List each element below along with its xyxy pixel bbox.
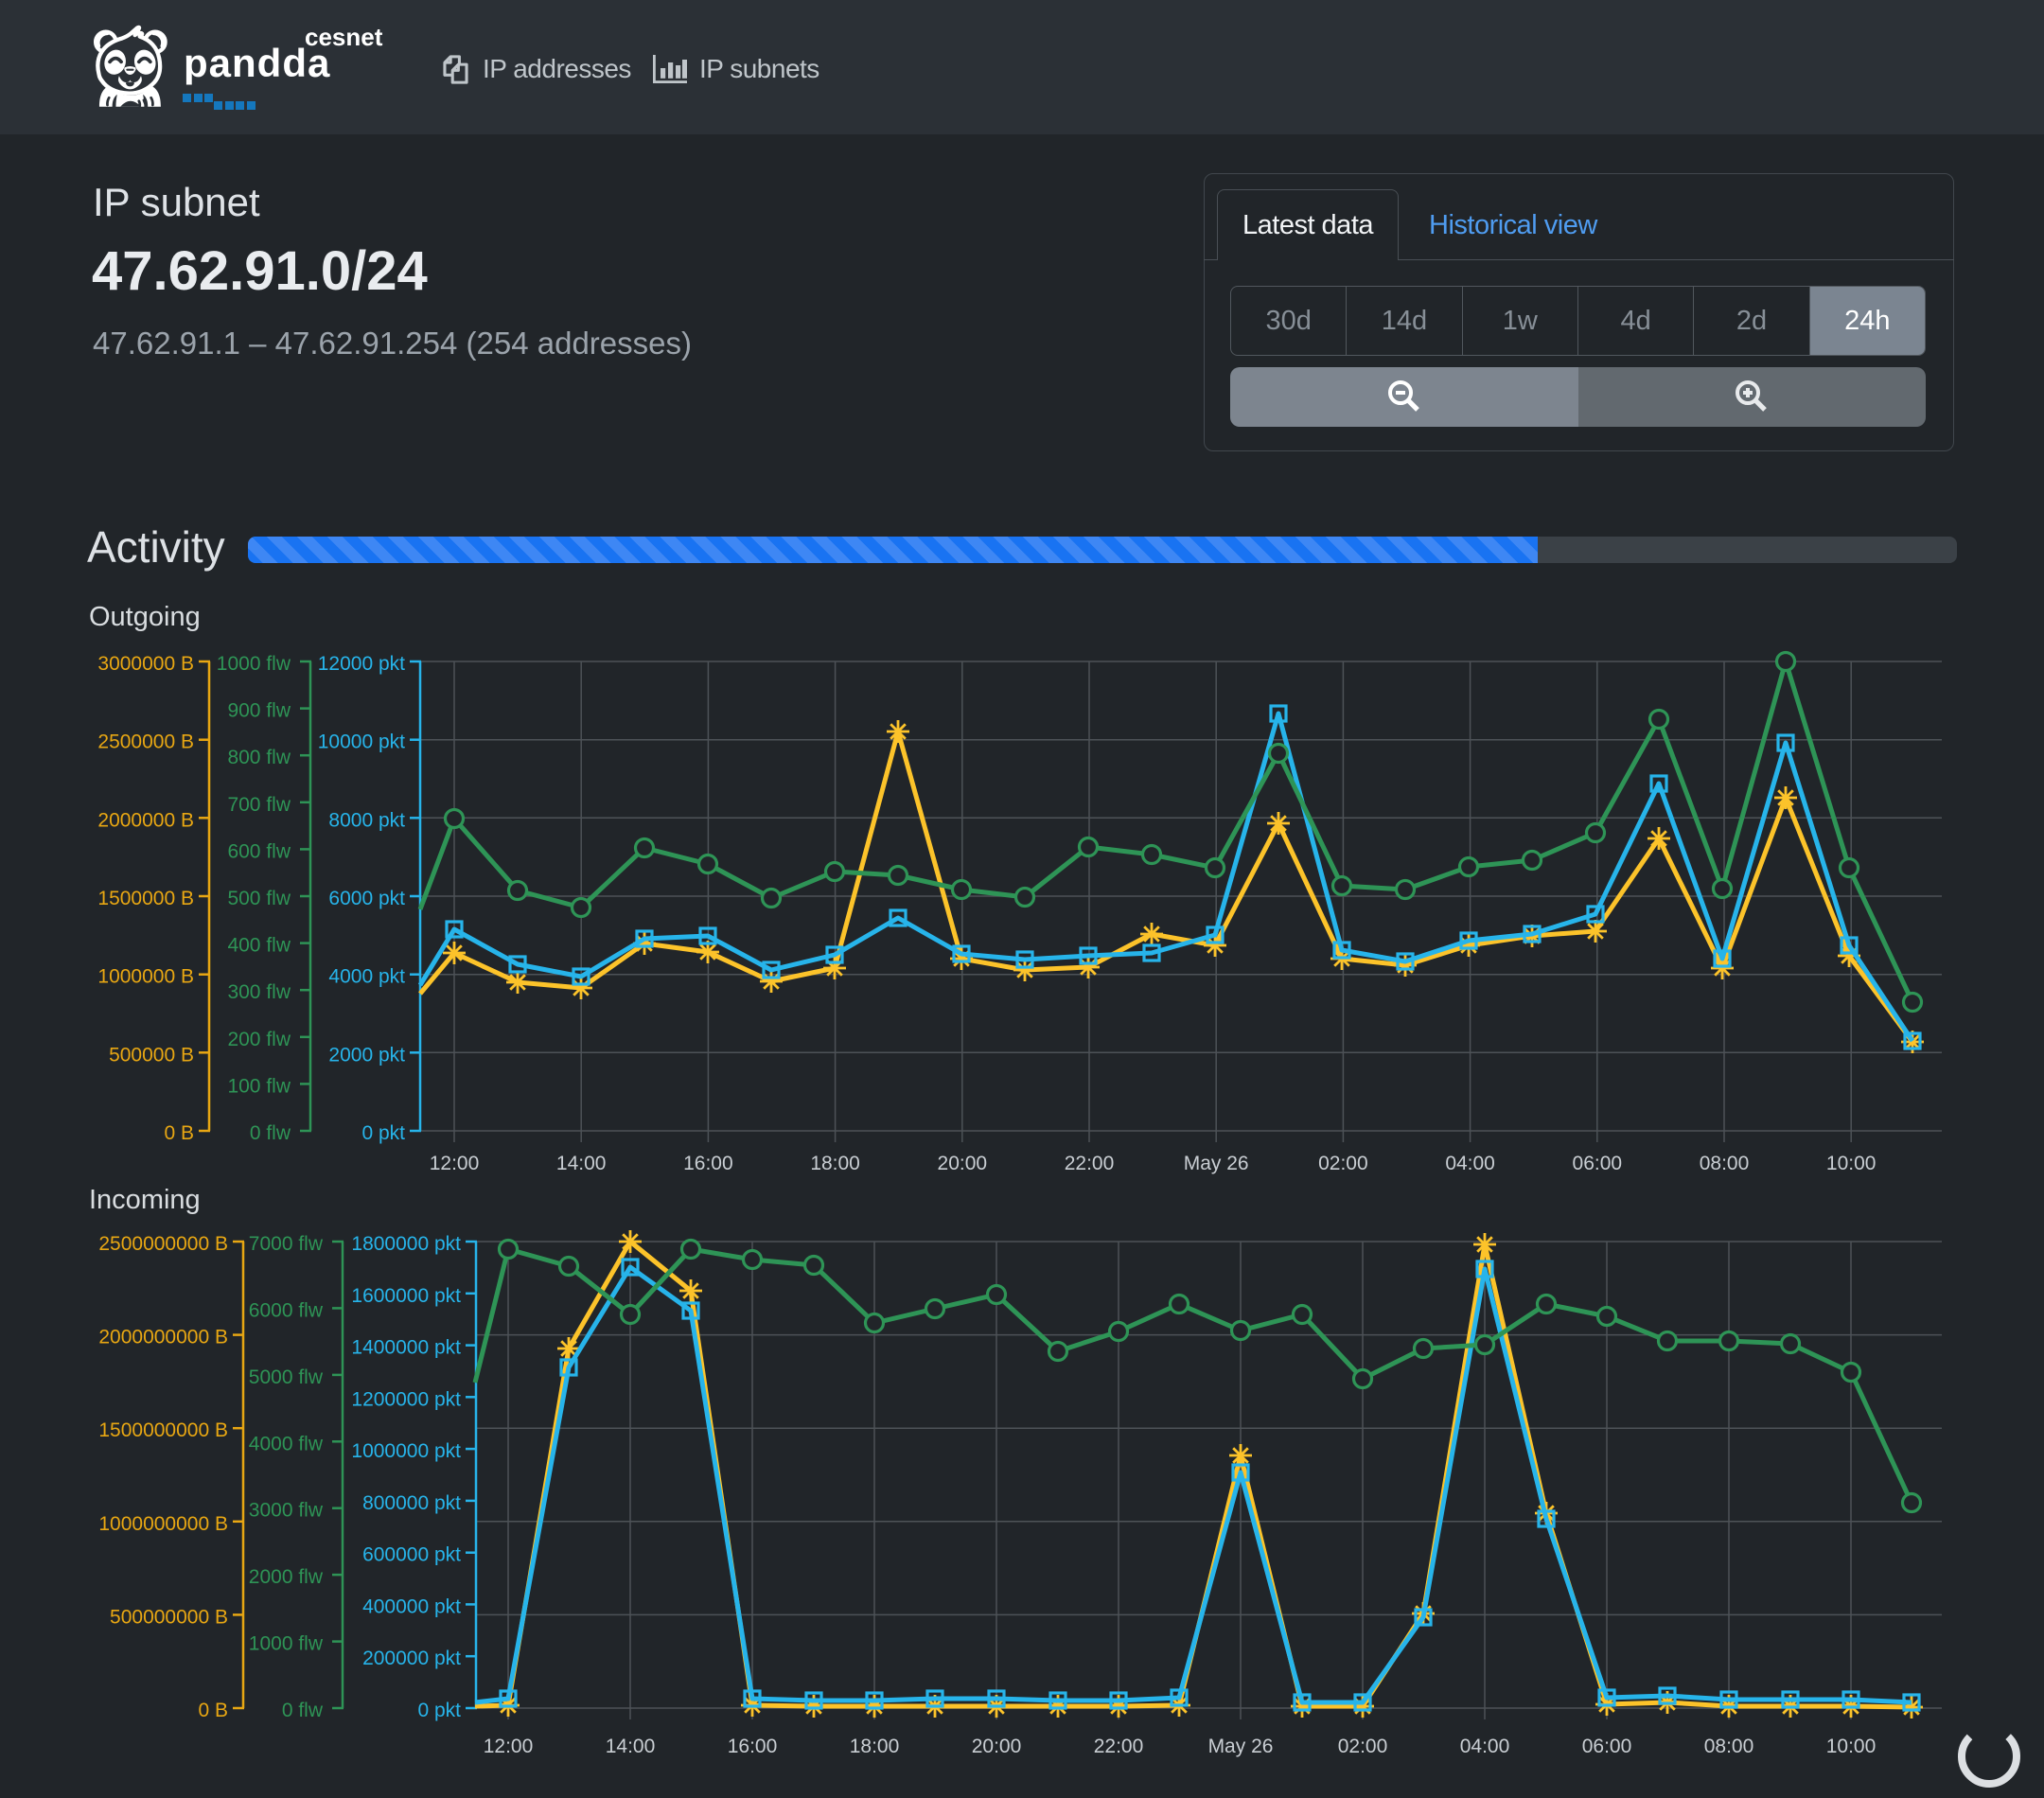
svg-text:14:00: 14:00 xyxy=(556,1153,607,1174)
svg-text:4000 flw: 4000 flw xyxy=(249,1433,324,1454)
svg-text:0 B: 0 B xyxy=(198,1700,228,1721)
svg-text:500000000 B: 500000000 B xyxy=(110,1606,228,1628)
svg-text:800 flw: 800 flw xyxy=(227,747,291,768)
svg-text:6000 flw: 6000 flw xyxy=(249,1299,324,1321)
svg-text:1600000 pkt: 1600000 pkt xyxy=(351,1285,461,1307)
svg-text:1500000 B: 1500000 B xyxy=(97,888,194,909)
svg-text:700 flw: 700 flw xyxy=(227,794,291,816)
svg-text:1000000 B: 1000000 B xyxy=(97,966,194,988)
svg-text:02:00: 02:00 xyxy=(1338,1736,1388,1757)
svg-text:02:00: 02:00 xyxy=(1318,1153,1368,1174)
svg-text:06:00: 06:00 xyxy=(1582,1736,1632,1757)
svg-text:2000000000 B: 2000000000 B xyxy=(98,1327,228,1348)
svg-text:0 B: 0 B xyxy=(164,1122,194,1144)
svg-text:6000 pkt: 6000 pkt xyxy=(328,888,405,909)
svg-text:16:00: 16:00 xyxy=(728,1736,778,1757)
svg-text:22:00: 22:00 xyxy=(1065,1153,1115,1174)
svg-text:200 flw: 200 flw xyxy=(227,1029,291,1050)
svg-text:800000 pkt: 800000 pkt xyxy=(362,1492,461,1514)
svg-text:08:00: 08:00 xyxy=(1700,1153,1750,1174)
svg-text:12:00: 12:00 xyxy=(430,1153,480,1174)
svg-text:22:00: 22:00 xyxy=(1094,1736,1144,1757)
svg-text:600000 pkt: 600000 pkt xyxy=(362,1544,461,1566)
svg-text:7000 flw: 7000 flw xyxy=(249,1233,324,1255)
svg-text:0 flw: 0 flw xyxy=(250,1122,291,1144)
svg-text:0 pkt: 0 pkt xyxy=(417,1700,461,1721)
svg-text:18:00: 18:00 xyxy=(810,1153,860,1174)
svg-text:200000 pkt: 200000 pkt xyxy=(362,1648,461,1669)
svg-text:1000 flw: 1000 flw xyxy=(217,653,291,675)
svg-text:04:00: 04:00 xyxy=(1445,1153,1495,1174)
svg-text:May 26: May 26 xyxy=(1184,1153,1249,1174)
svg-text:2000 pkt: 2000 pkt xyxy=(328,1044,405,1066)
svg-text:May 26: May 26 xyxy=(1208,1736,1274,1757)
svg-text:500000 B: 500000 B xyxy=(109,1044,194,1066)
svg-text:20:00: 20:00 xyxy=(972,1736,1022,1757)
svg-text:1500000000 B: 1500000000 B xyxy=(98,1419,228,1441)
svg-text:1400000 pkt: 1400000 pkt xyxy=(351,1337,461,1359)
svg-text:20:00: 20:00 xyxy=(938,1153,988,1174)
svg-text:900 flw: 900 flw xyxy=(227,700,291,722)
svg-text:0 pkt: 0 pkt xyxy=(361,1122,405,1144)
svg-text:3000 flw: 3000 flw xyxy=(249,1500,324,1522)
svg-text:2000000 B: 2000000 B xyxy=(97,809,194,831)
svg-text:8000 pkt: 8000 pkt xyxy=(328,809,405,831)
svg-text:10:00: 10:00 xyxy=(1826,1153,1877,1174)
svg-text:1200000 pkt: 1200000 pkt xyxy=(351,1388,461,1410)
svg-text:1800000 pkt: 1800000 pkt xyxy=(351,1233,461,1255)
svg-text:04:00: 04:00 xyxy=(1460,1736,1510,1757)
svg-text:16:00: 16:00 xyxy=(683,1153,733,1174)
svg-text:14:00: 14:00 xyxy=(606,1736,656,1757)
svg-text:2500000 B: 2500000 B xyxy=(97,732,194,753)
svg-text:4000 pkt: 4000 pkt xyxy=(328,966,405,988)
svg-text:300 flw: 300 flw xyxy=(227,981,291,1003)
svg-text:08:00: 08:00 xyxy=(1704,1736,1754,1757)
svg-text:10:00: 10:00 xyxy=(1826,1736,1877,1757)
svg-text:Outgoing: Outgoing xyxy=(89,602,201,632)
svg-text:18:00: 18:00 xyxy=(850,1736,900,1757)
svg-text:1000000 pkt: 1000000 pkt xyxy=(351,1440,461,1462)
svg-text:5000 flw: 5000 flw xyxy=(249,1366,324,1388)
svg-text:06:00: 06:00 xyxy=(1573,1153,1623,1174)
svg-text:Incoming: Incoming xyxy=(89,1185,201,1215)
svg-text:600 flw: 600 flw xyxy=(227,840,291,862)
svg-text:12:00: 12:00 xyxy=(484,1736,534,1757)
svg-text:1000 flw: 1000 flw xyxy=(249,1633,324,1655)
svg-text:400 flw: 400 flw xyxy=(227,935,291,957)
svg-text:1000000000 B: 1000000000 B xyxy=(98,1513,228,1535)
svg-text:100 flw: 100 flw xyxy=(227,1075,291,1097)
svg-text:400000 pkt: 400000 pkt xyxy=(362,1595,461,1617)
svg-text:2500000000 B: 2500000000 B xyxy=(98,1233,228,1255)
svg-text:0 flw: 0 flw xyxy=(282,1700,324,1721)
svg-text:10000 pkt: 10000 pkt xyxy=(318,732,405,753)
svg-text:2000 flw: 2000 flw xyxy=(249,1566,324,1588)
svg-text:3000000 B: 3000000 B xyxy=(97,653,194,675)
svg-text:12000 pkt: 12000 pkt xyxy=(318,653,405,675)
svg-text:500 flw: 500 flw xyxy=(227,888,291,909)
